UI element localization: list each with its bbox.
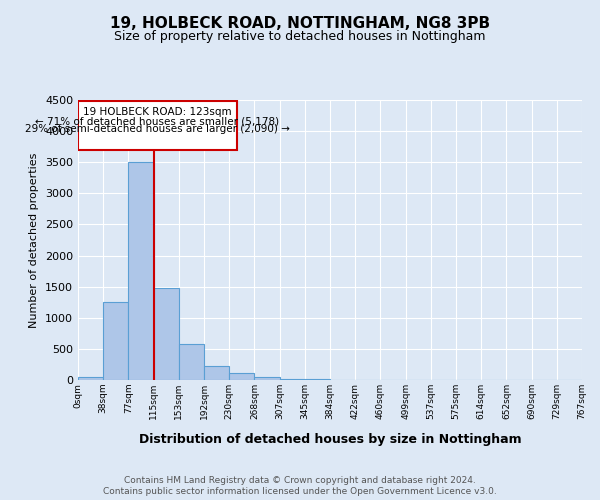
Bar xyxy=(179,344,204,380)
Text: 19 HOLBECK ROAD: 123sqm: 19 HOLBECK ROAD: 123sqm xyxy=(83,108,232,118)
Y-axis label: Number of detached properties: Number of detached properties xyxy=(29,152,40,328)
Bar xyxy=(128,162,154,380)
Bar xyxy=(103,302,128,380)
Bar xyxy=(280,379,305,380)
Text: Size of property relative to detached houses in Nottingham: Size of property relative to detached ho… xyxy=(114,30,486,43)
Text: 19, HOLBECK ROAD, NOTTINGHAM, NG8 3PB: 19, HOLBECK ROAD, NOTTINGHAM, NG8 3PB xyxy=(110,16,490,31)
Text: 29% of semi-detached houses are larger (2,090) →: 29% of semi-detached houses are larger (… xyxy=(25,124,290,134)
Text: ← 71% of detached houses are smaller (5,178): ← 71% of detached houses are smaller (5,… xyxy=(35,116,280,126)
Bar xyxy=(229,372,254,380)
Text: Contains public sector information licensed under the Open Government Licence v3: Contains public sector information licen… xyxy=(103,487,497,496)
Bar xyxy=(204,366,229,380)
Bar xyxy=(154,288,179,380)
Text: Contains HM Land Registry data © Crown copyright and database right 2024.: Contains HM Land Registry data © Crown c… xyxy=(124,476,476,485)
Bar xyxy=(78,377,103,380)
Bar xyxy=(254,377,280,380)
FancyBboxPatch shape xyxy=(78,101,237,150)
X-axis label: Distribution of detached houses by size in Nottingham: Distribution of detached houses by size … xyxy=(139,433,521,446)
